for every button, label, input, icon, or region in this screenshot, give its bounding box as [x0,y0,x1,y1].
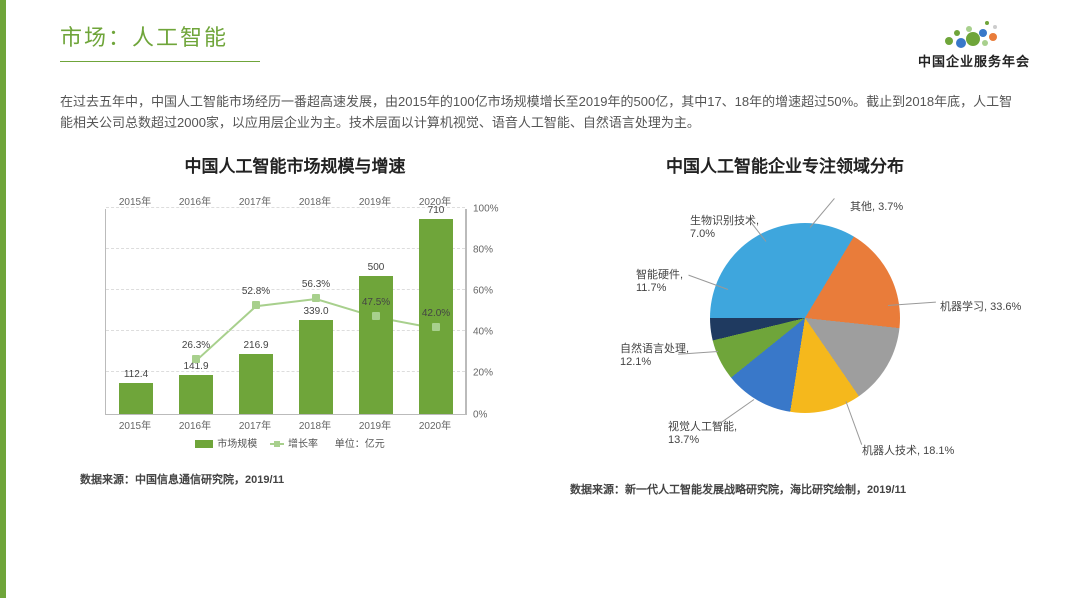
legend-bar-label: 市场规模 [217,439,257,450]
axis-tick: 2016年 [165,417,225,432]
conference-logo: 中国企业服务年会 [918,15,1030,70]
bar-value-label: 710 [406,205,466,216]
bar: 141.9 [179,375,213,414]
line-value-label: 26.3% [182,340,210,351]
legend-bar-swatch [195,440,213,448]
header: 市场：人工智能 中国企业服务年会 [60,20,1020,70]
bar-chart-unit: 单位：亿元 [335,439,385,450]
logo-dot [979,29,987,37]
pie-slice-label: 机器人技术, 18.1% [862,445,954,459]
logo-dot [982,40,988,46]
logo-dot [966,32,980,46]
axis-tick: 2015年 [105,417,165,432]
slide: 市场：人工智能 中国企业服务年会 在过去五年中，中国人工智能市场经历一番超高速发… [0,0,1080,598]
bar-chart-plot-area: 112.4141.9216.9339.050071026.3%52.8%56.3… [105,209,465,415]
line-marker [312,294,320,302]
bar-chart-y2-axis [465,209,467,415]
intro-paragraph: 在过去五年中，中国人工智能市场经历一番超高速发展，由2015年的100亿市场规模… [60,92,1020,134]
bar-value-label: 112.4 [106,369,166,380]
legend-line-label: 增长率 [288,439,318,450]
axis-tick: 2018年 [285,193,345,208]
line-marker [192,355,200,363]
charts-row: 中国人工智能市场规模与增速 2015年2016年2017年2018年2019年2… [60,152,1020,497]
pie-leader-line [846,401,863,445]
axis-tick: 2017年 [225,193,285,208]
pie-chart-panel: 中国人工智能企业专注领域分布 机器学习, 33.6% 机器人技术, 18.1% 视觉… [550,152,1020,497]
y2-tick-label: 60% [473,285,493,296]
line-value-label: 56.3% [302,279,330,290]
y2-tick-label: 20% [473,368,493,379]
bar: 339.0 [299,320,333,413]
pie-chart-title: 中国人工智能企业专注领域分布 [550,152,1020,177]
logo-dot [993,25,997,29]
line-value-label: 52.8% [242,286,270,297]
bar-chart-source: 数据来源：中国信息通信研究院，2019/11 [80,471,530,487]
bar-chart-panel: 中国人工智能市场规模与增速 2015年2016年2017年2018年2019年2… [60,152,530,497]
pie-disc [710,223,900,413]
bar-value-label: 339.0 [286,306,346,317]
y2-tick-label: 100% [473,203,499,214]
logo-dot [956,38,966,48]
pie-chart-source: 数据来源：新一代人工智能发展战略研究院，海比研究绘制，2019/11 [570,481,1020,497]
bar-value-label: 500 [346,262,406,273]
bar-value-label: 216.9 [226,340,286,351]
bar-chart-title: 中国人工智能市场规模与增速 [60,152,530,177]
pie-chart: 机器学习, 33.6% 机器人技术, 18.1% 视觉人工智能,13.7% 自然语言处… [550,183,1020,473]
y2-tick-label: 80% [473,244,493,255]
bar-chart: 2015年2016年2017年2018年2019年2020年 112.4141.… [75,183,515,463]
pie-slice-label: 其他, 3.7% [850,201,903,215]
axis-tick: 2019年 [345,417,405,432]
axis-tick: 2015年 [105,193,165,208]
bar-chart-bottom-axis: 2015年2016年2017年2018年2019年2020年 [105,417,465,432]
axis-tick: 2017年 [225,417,285,432]
title-underline [60,61,260,62]
logo-dot [985,21,989,25]
logo-dot [945,37,953,45]
axis-tick: 2016年 [165,193,225,208]
legend-line-swatch [270,443,284,445]
gridline [106,330,465,331]
line-value-label: 47.5% [362,297,390,308]
line-marker [372,312,380,320]
line-value-label: 42.0% [422,308,450,319]
gridline [106,248,465,249]
pie-slice-label: 机器学习, 33.6% [940,301,1021,315]
bar: 216.9 [239,354,273,414]
logo-dot [989,33,997,41]
axis-tick: 2018年 [285,417,345,432]
accent-bar [0,0,6,598]
y2-tick-label: 0% [473,409,487,420]
logo-dots [939,15,1009,51]
bar-chart-legend: 市场规模 增长率 单位：亿元 [105,435,465,450]
pie-slice-label: 智能硬件,11.7% [636,269,683,297]
axis-tick: 2019年 [345,193,405,208]
gridline [106,289,465,290]
logo-dot [954,30,960,36]
page-title: 市场：人工智能 [60,20,1020,52]
y2-tick-label: 40% [473,327,493,338]
line-marker [432,323,440,331]
line-marker [252,301,260,309]
pie-slice-label: 自然语言处理,12.1% [620,343,689,371]
logo-text: 中国企业服务年会 [918,51,1030,70]
bar: 112.4 [119,383,153,414]
pie-slice-label: 视觉人工智能,13.7% [668,421,737,449]
axis-tick: 2020年 [405,417,465,432]
pie-leader-line [810,198,835,228]
